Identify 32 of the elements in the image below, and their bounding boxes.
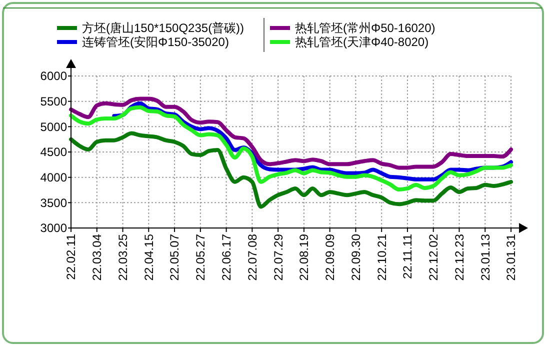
x-tick-label: 22.11.11: [400, 234, 415, 279]
x-tick-label: 22.03.04: [90, 234, 104, 281]
y-tick-label: 5000: [40, 120, 68, 134]
x-tick-label: 22.07.29: [271, 234, 286, 281]
x-tick-label: 22.10.21: [374, 234, 389, 281]
y-tick-label: 5500: [40, 94, 68, 109]
y-tick-label: 3500: [40, 196, 68, 210]
line-series: [69, 131, 513, 209]
x-tick-label: 22.09.30: [348, 234, 363, 281]
x-tick-label: 22.08.19: [297, 234, 312, 281]
legend-label: 热轧管坯(天津Φ40-8020): [295, 35, 429, 50]
y-tick-label: 6000: [40, 69, 68, 84]
x-tick-label: 22.09.09: [323, 234, 338, 281]
x-tick-label: 22.07.08: [245, 234, 260, 281]
line-series: [69, 96, 513, 170]
x-tick-label: 22.05.07: [168, 234, 182, 281]
x-tick-label: 22.03.25: [116, 234, 130, 281]
x-tick-label: 22.12.02: [426, 234, 441, 281]
legend-label: 热轧管坯(常州Φ50-16020): [295, 21, 436, 36]
x-tick-label: 22.02.11: [64, 234, 78, 280]
x-tick-label: 22.06.17: [219, 234, 234, 281]
x-tick-label: 23.01.31: [504, 234, 518, 281]
line-series: [69, 105, 513, 192]
y-tick-label: 4500: [40, 145, 68, 160]
y-tick-label: 4000: [40, 170, 68, 185]
x-tick-label: 22.04.15: [142, 234, 156, 281]
y-tick-label: 3000: [40, 221, 68, 236]
legend-label: 连铸管坯(安阳Φ150-35020): [82, 35, 229, 50]
x-tick-label: 22.12.23: [452, 234, 466, 281]
x-tick-label: 23.01.13: [478, 234, 492, 281]
legend-label: 方坯(唐山150*150Q235(普碳)): [82, 21, 244, 36]
x-tick-label: 22.05.27: [194, 234, 208, 281]
